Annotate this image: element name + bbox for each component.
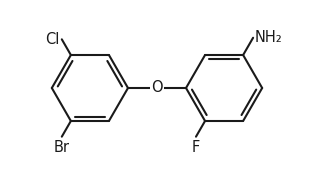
Text: F: F bbox=[192, 140, 200, 155]
Text: O: O bbox=[151, 80, 163, 96]
Text: NH₂: NH₂ bbox=[255, 30, 283, 45]
Text: Br: Br bbox=[54, 140, 70, 155]
Text: Cl: Cl bbox=[46, 32, 60, 47]
